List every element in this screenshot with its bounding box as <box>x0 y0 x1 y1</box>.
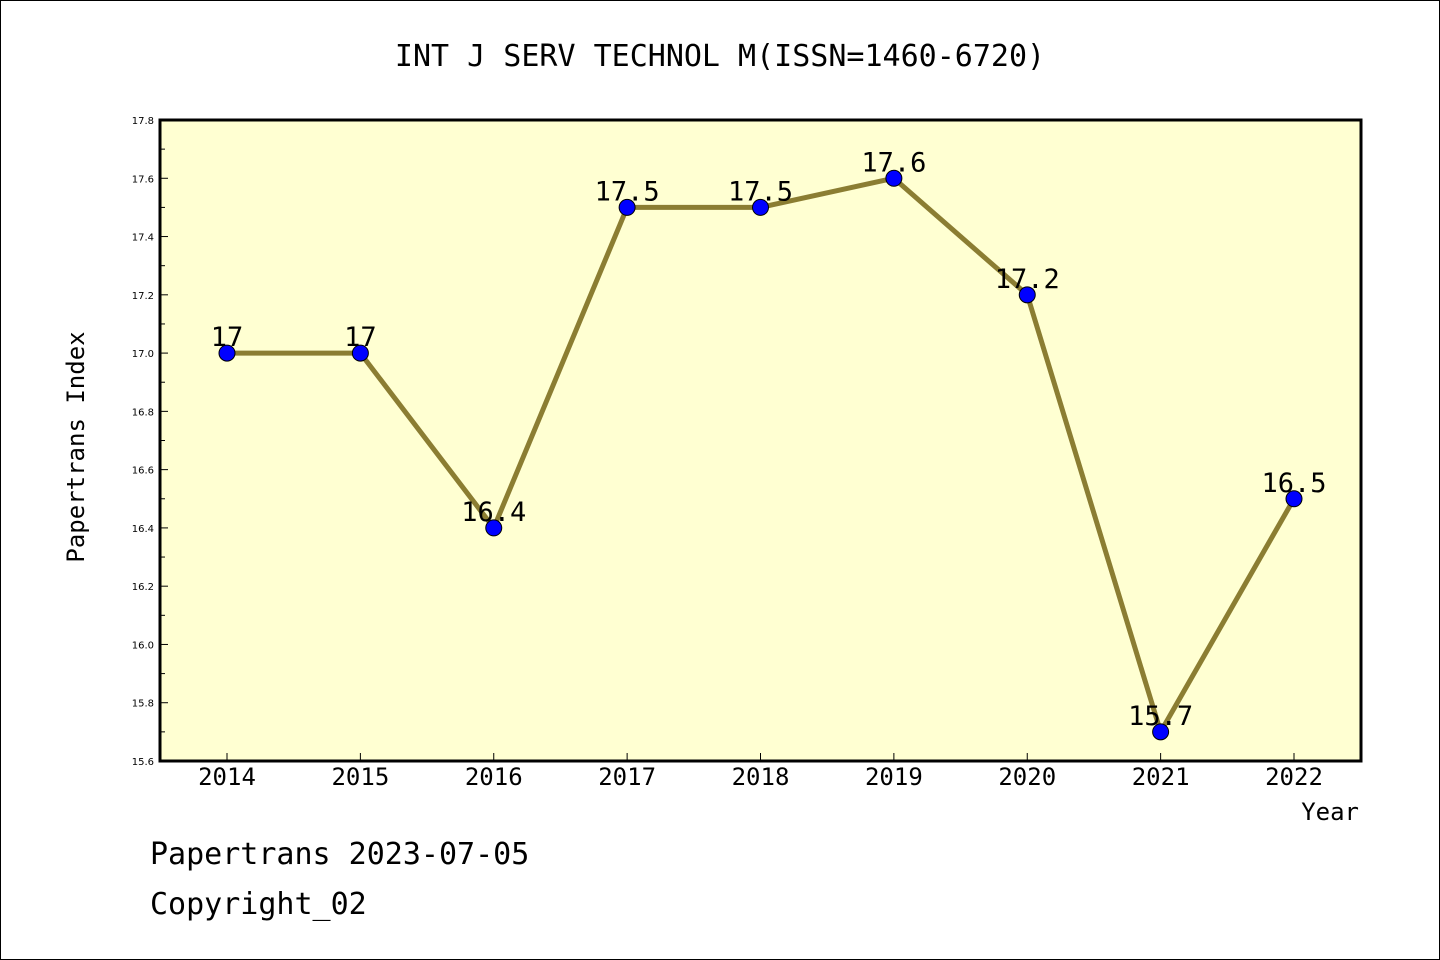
data-label: 17.6 <box>861 147 926 178</box>
data-point-marker <box>351 344 369 362</box>
footer-date: Papertrans 2023-07-05 <box>150 837 529 872</box>
x-tick-label: 2015 <box>331 763 389 791</box>
data-point-marker <box>1152 723 1170 741</box>
data-point-marker <box>485 519 503 537</box>
data-label: 15.7 <box>1128 701 1193 732</box>
x-tick-label: 2020 <box>998 763 1056 791</box>
x-tick-label: 2017 <box>598 763 656 791</box>
y-axis: 15.6 15.8 16.0 16.2 16.4 16.6 16.8 17.0 17.2 17.4… <box>132 116 168 768</box>
data-point-marker <box>618 198 636 216</box>
x-axis: 2014 2015 2016 2017 2018 2019 2020 2021 2022 <box>198 753 1323 791</box>
data-point-marker <box>752 198 769 216</box>
y-tick-label: 17.4 <box>132 233 154 244</box>
data-point-marker <box>1285 490 1303 508</box>
y-tick-label: 16.0 <box>132 640 154 651</box>
data-label: 17 <box>211 322 244 353</box>
x-tick-label: 2014 <box>198 763 256 791</box>
data-point-marker <box>1018 286 1036 304</box>
data-labels: 17 17 16.4 17.5 17.5 17.6 17.2 15.7 16.5 <box>211 147 1327 732</box>
x-axis-label: Year <box>1301 798 1359 826</box>
y-tick-label: 16.2 <box>132 582 154 593</box>
x-tick-label: 2016 <box>465 763 523 791</box>
chart-title: INT J SERV TECHNOL M(ISSN=1460-6720) <box>395 39 1045 74</box>
data-label: 17.2 <box>995 264 1060 295</box>
x-tick-label: 2021 <box>1132 763 1190 791</box>
data-label: 16.4 <box>461 497 526 528</box>
x-tick-label: 2019 <box>865 763 923 791</box>
y-tick-label: 16.6 <box>132 466 154 477</box>
y-tick-label: 16.8 <box>132 407 154 418</box>
y-tick-label: 15.6 <box>132 757 154 768</box>
footer-copyright: Copyright_02 <box>150 887 367 922</box>
y-tick-label: 17.2 <box>132 291 154 302</box>
plot-area <box>158 118 1363 763</box>
x-tick-label: 2018 <box>732 763 790 791</box>
y-tick-label: 17.8 <box>132 116 154 127</box>
y-tick-label: 16.4 <box>132 524 154 535</box>
series <box>218 169 1303 741</box>
data-label: 16.5 <box>1261 468 1326 499</box>
data-point-marker <box>885 169 903 187</box>
x-tick-label: 2022 <box>1265 763 1323 791</box>
data-point-marker <box>218 344 236 362</box>
y-tick-label: 15.8 <box>132 699 154 710</box>
y-tick-label: 17.0 <box>132 349 154 360</box>
data-label: 17.5 <box>595 176 660 207</box>
data-label: 17 <box>344 322 377 353</box>
y-axis-label: Papertrans Index <box>62 331 90 562</box>
data-label: 17.5 <box>728 176 793 207</box>
y-tick-label: 17.6 <box>132 174 154 185</box>
